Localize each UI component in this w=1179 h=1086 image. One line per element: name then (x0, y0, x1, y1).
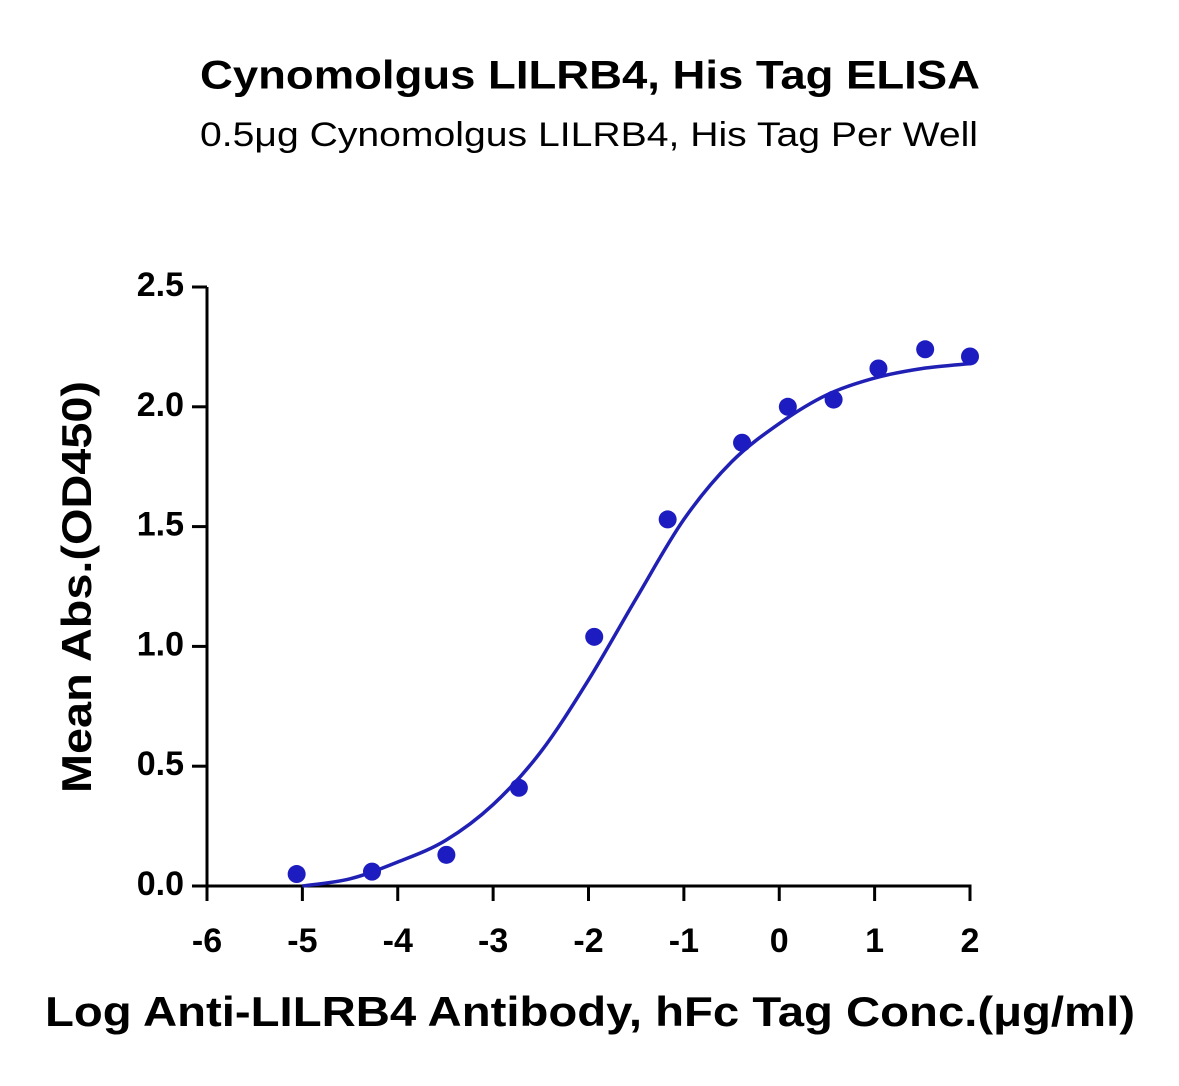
x-tick-label: -4 (383, 922, 413, 960)
x-tick-label: -3 (478, 922, 508, 960)
x-axis-label: Log Anti-LILRB4 Antibody, hFc Tag Conc.(… (45, 988, 1135, 1035)
y-tick-label: 2.0 (137, 386, 184, 424)
x-tick-label: 0 (770, 922, 789, 960)
data-point (916, 340, 935, 359)
data-point (778, 397, 797, 416)
data-point (824, 390, 843, 409)
y-tick-label: 0.5 (137, 745, 184, 783)
y-axis-label: Mean Abs.(OD450) (53, 381, 100, 793)
x-tick-label: -1 (669, 922, 699, 960)
y-tick-label: 1.5 (137, 506, 184, 544)
data-point (509, 778, 528, 797)
data-point (287, 865, 306, 884)
y-tick-label: 1.0 (137, 625, 184, 663)
y-tick-label: 2.5 (137, 266, 184, 304)
data-point (658, 510, 677, 529)
x-tick-label: 2 (961, 922, 980, 960)
chart-title: Cynomolgus LILRB4, His Tag ELISA (200, 54, 980, 98)
y-tick-label: 0.0 (137, 865, 184, 903)
data-point (585, 627, 604, 646)
x-tick-label: -5 (287, 922, 317, 960)
data-point (961, 347, 979, 366)
data-point (733, 433, 752, 452)
fit-curve (302, 361, 971, 888)
data-point (869, 359, 888, 378)
data-point (437, 845, 456, 864)
chart-subtitle: 0.5μg Cynomolgus LILRB4, His Tag Per Wel… (200, 116, 978, 154)
x-tick-label: -6 (192, 922, 222, 960)
data-point (362, 862, 381, 881)
x-tick-label: 1 (865, 922, 884, 960)
x-tick-label: -2 (573, 922, 603, 960)
